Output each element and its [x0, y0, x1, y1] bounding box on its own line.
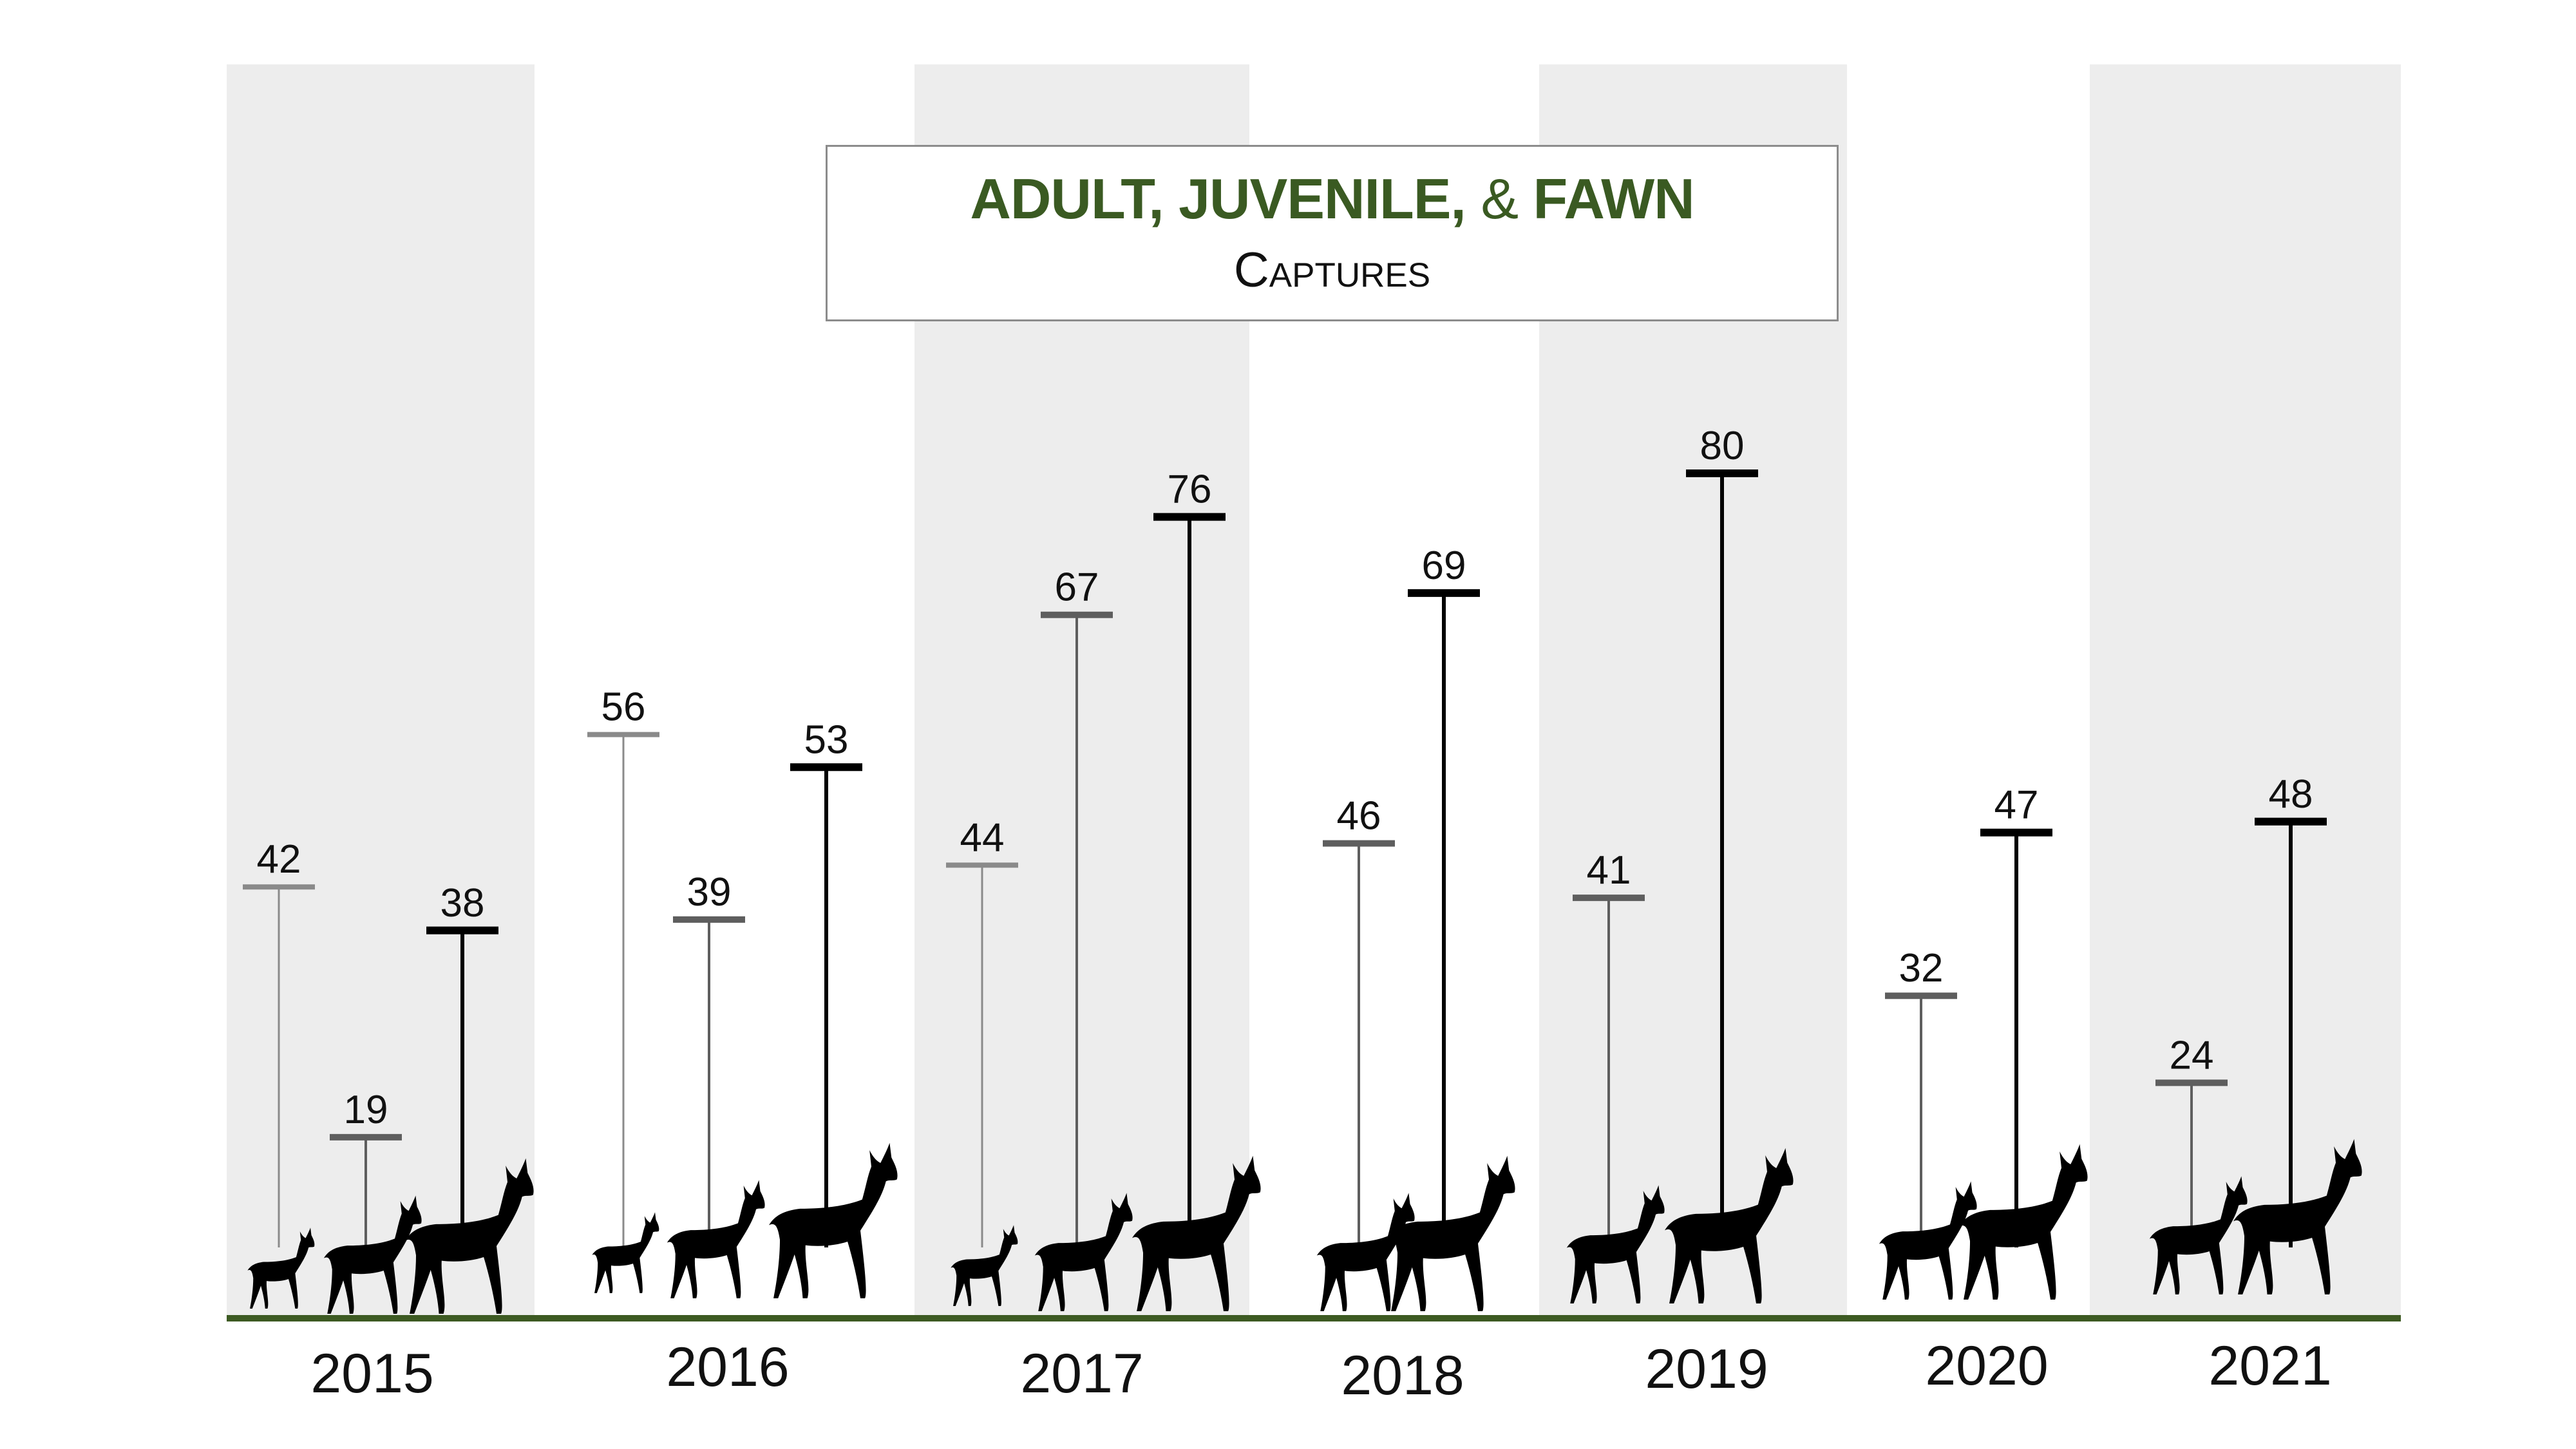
bar-stems	[278, 473, 2293, 1247]
deer-adult-icon	[768, 1142, 898, 1298]
value-label-adult: 53	[804, 717, 849, 762]
year-label: 2015	[310, 1343, 433, 1405]
value-label-adult: 47	[1994, 783, 2039, 828]
chart-title-box: ADULT, JUVENILE, & FAWN Captures	[826, 145, 1839, 321]
value-label-adult: 69	[1422, 544, 1466, 588]
value-label-fawn: 56	[601, 685, 646, 730]
year-label: 2017	[1020, 1343, 1143, 1405]
deer-adult-icon	[1386, 1155, 1515, 1311]
year-label: 2021	[2208, 1335, 2331, 1397]
chart-title: ADULT, JUVENILE, & FAWN	[828, 166, 1837, 232]
value-label-adult: 76	[1168, 468, 1212, 512]
bar-caps	[243, 469, 2327, 1141]
value-labels: 42 19 38 56 39 53 44 67 76 46 69 41 80 32 47 24 48	[257, 424, 2313, 1132]
year-label: 2020	[1925, 1335, 2048, 1397]
value-label-juvenile: 67	[1055, 565, 1099, 610]
chart-subtitle: Captures	[828, 242, 1837, 298]
chart-title-amp: &	[1481, 167, 1519, 231]
value-label-fawn: 42	[257, 837, 301, 882]
value-label-adult: 48	[2269, 772, 2313, 817]
year-label: 2019	[1645, 1338, 1768, 1400]
value-label-juvenile: 39	[687, 870, 732, 914]
chart-title-prefix: ADULT, JUVENILE,	[970, 167, 1466, 231]
year-labels: 2015 2016 2017 2018 2019 2020 2021	[310, 1335, 2331, 1406]
year-band	[2090, 64, 2401, 1318]
value-label-juvenile: 32	[1899, 946, 1944, 990]
deer-juvenile-icon	[1879, 1181, 1977, 1300]
value-label-adult: 80	[1700, 424, 1745, 468]
year-label: 2016	[666, 1336, 789, 1398]
deer-silhouettes	[247, 1139, 2362, 1314]
deer-adult-icon	[1958, 1144, 2088, 1300]
value-label-juvenile: 41	[1587, 848, 1631, 893]
chart-subtitle-text: Captures	[1233, 243, 1431, 298]
value-label-juvenile: 46	[1337, 794, 1381, 838]
year-label: 2018	[1341, 1345, 1464, 1406]
deer-fawn-icon	[592, 1212, 659, 1293]
value-label-juvenile: 24	[2170, 1033, 2214, 1077]
value-label-adult: 38	[440, 881, 485, 925]
value-label-fawn: 44	[960, 815, 1005, 860]
chart-title-suffix: FAWN	[1533, 167, 1694, 231]
deer-juvenile-icon	[667, 1180, 765, 1298]
value-label-juvenile: 19	[344, 1088, 388, 1132]
